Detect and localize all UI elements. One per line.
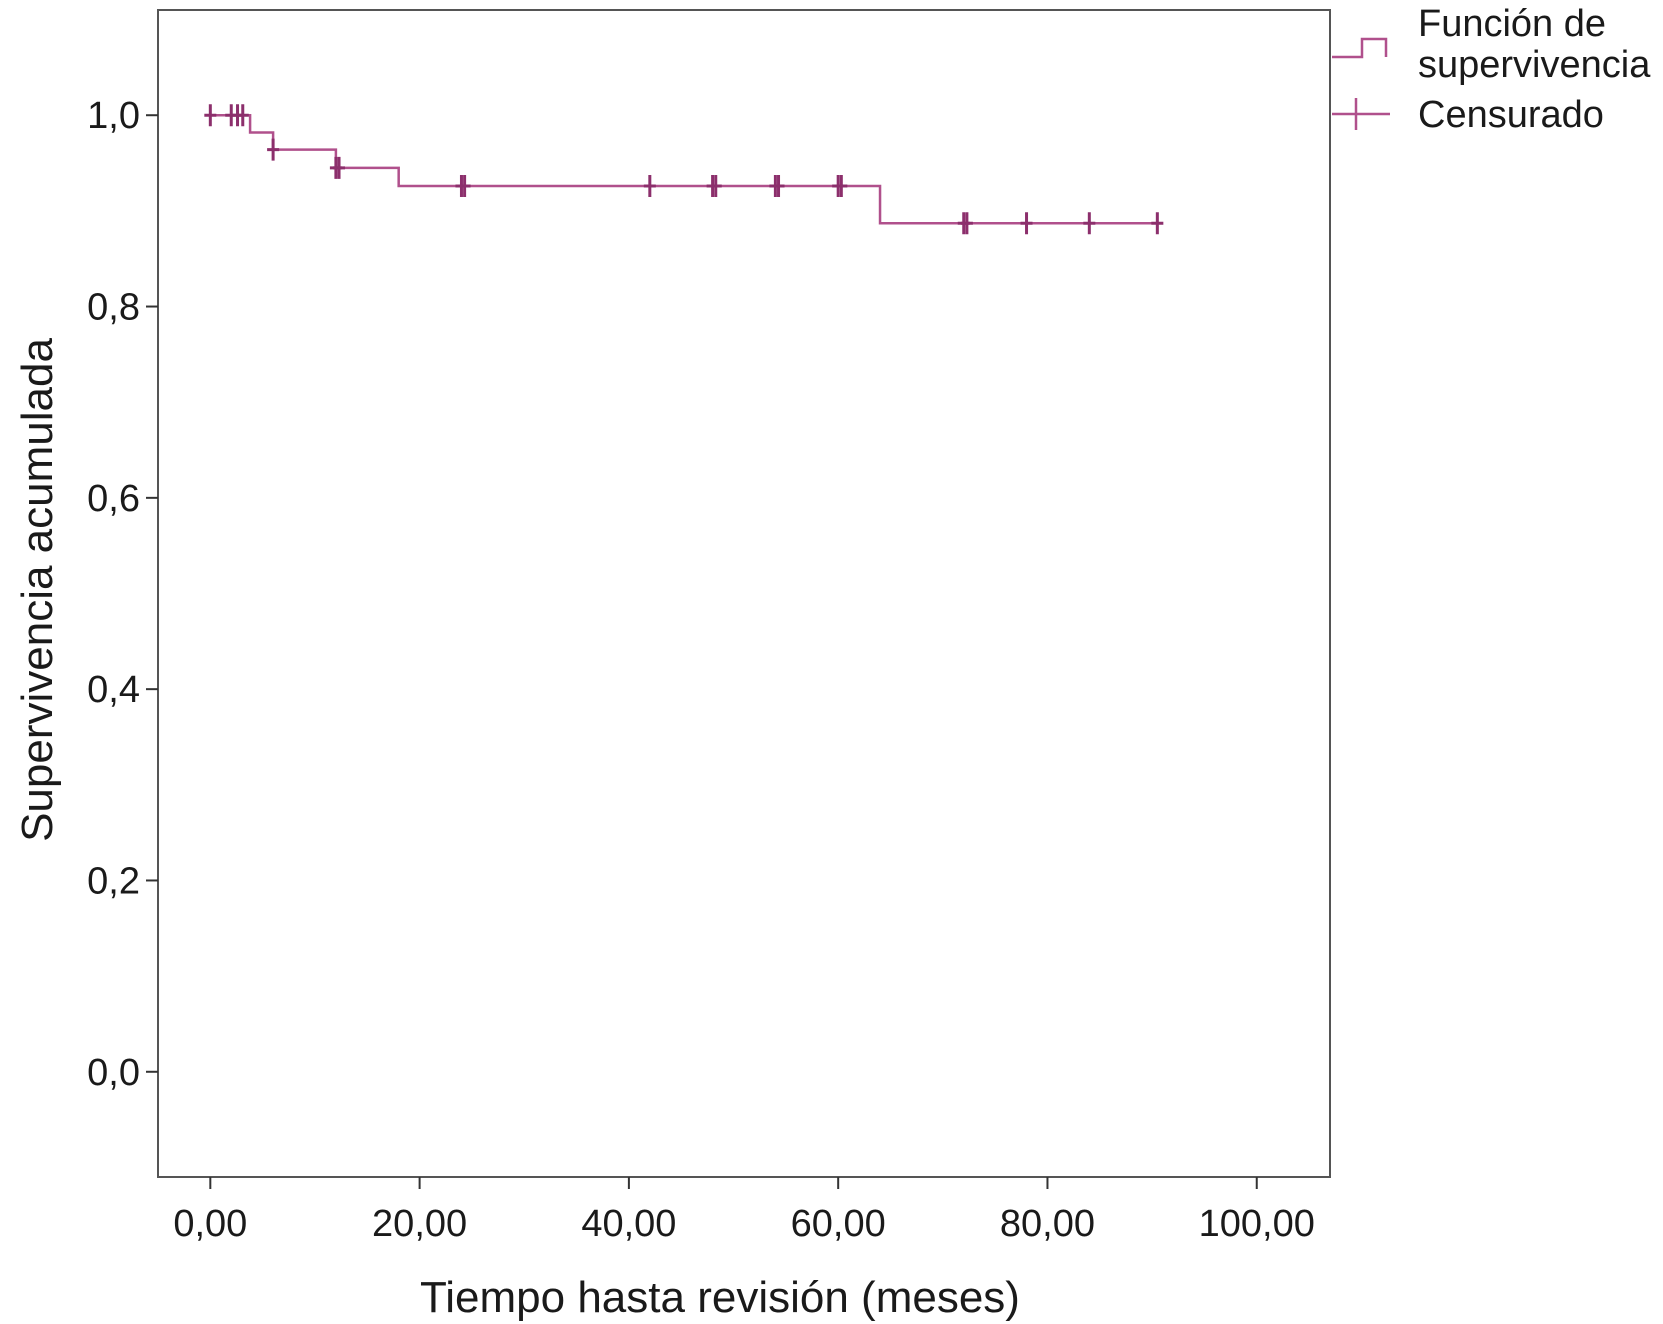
survival-step-line	[210, 113, 1158, 225]
censored-marker	[458, 175, 471, 198]
y-tick-label: 0,6	[87, 478, 140, 520]
legend-step-symbol	[1332, 37, 1388, 59]
censored-marker	[236, 104, 249, 127]
legend-label-censored: Censurado	[1418, 94, 1604, 136]
y-tick-label: 0,0	[87, 1052, 140, 1094]
x-axis-title: Tiempo hasta revisión (meses)	[420, 1273, 1020, 1322]
censored-marker	[643, 175, 656, 198]
censored-marker	[333, 156, 346, 179]
censored-marker	[1020, 212, 1033, 235]
x-tick-label: 80,00	[1000, 1203, 1095, 1245]
y-tick-label: 1,0	[87, 95, 140, 137]
censored-marker	[204, 104, 217, 127]
y-axis-title: Supervivencia acumulada	[13, 338, 62, 842]
censored-marker	[709, 175, 722, 198]
plot-area	[204, 104, 1164, 235]
legend-label-survival: supervivencia	[1418, 44, 1651, 86]
y-tick-label: 0,4	[87, 669, 140, 711]
censored-marker	[960, 212, 973, 235]
x-tick-label: 0,00	[173, 1203, 247, 1245]
censored-marker	[772, 175, 785, 198]
y-tick-label: 0,2	[87, 860, 140, 902]
plot-frame	[157, 9, 1331, 1178]
censored-marker	[1083, 212, 1096, 235]
x-tick-label: 40,00	[581, 1203, 676, 1245]
y-tick-label: 0,8	[87, 287, 140, 329]
axes: 0,0 0,2 0,4 0,6 0,8 1,0 0,00 20,00 40,00 60,00 80,…	[87, 9, 1331, 1245]
censored-marker	[1151, 212, 1164, 235]
x-tick-label: 100,00	[1199, 1203, 1315, 1245]
censored-marker	[835, 175, 848, 198]
x-tick-label: 20,00	[372, 1203, 467, 1245]
censored-marker	[267, 138, 280, 161]
legend-label-survival: Función de	[1418, 3, 1606, 45]
x-tick-label: 60,00	[791, 1203, 886, 1245]
